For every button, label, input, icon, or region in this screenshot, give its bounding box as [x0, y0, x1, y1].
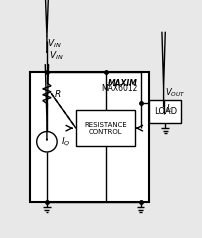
Text: $V_{OUT}$: $V_{OUT}$	[165, 87, 186, 99]
Bar	[149, 100, 181, 123]
Text: R: R	[55, 90, 61, 99]
Bar	[30, 72, 149, 202]
Text: $V_{IN}$: $V_{IN}$	[47, 37, 62, 50]
Text: $I_L$: $I_L$	[166, 102, 174, 115]
Text: $I_Q$: $I_Q$	[61, 135, 70, 148]
Text: MAX6012: MAX6012	[102, 84, 138, 93]
Text: MAXIM: MAXIM	[108, 79, 138, 88]
Text: RESISTANCE
CONTROL: RESISTANCE CONTROL	[84, 122, 127, 135]
Text: $V_{IN}$: $V_{IN}$	[49, 50, 64, 62]
Bar	[76, 110, 136, 146]
Circle shape	[37, 132, 57, 152]
Text: LOAD: LOAD	[154, 107, 177, 116]
